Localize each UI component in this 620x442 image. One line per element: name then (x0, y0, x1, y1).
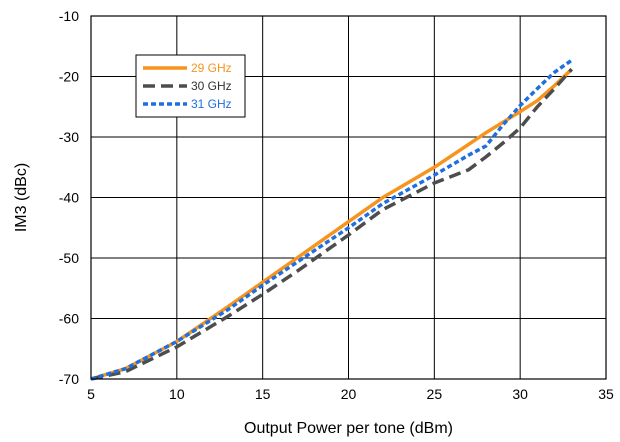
y-tick-label: -10 (59, 8, 79, 24)
x-tick-label: 25 (427, 386, 443, 402)
y-tick-label: -20 (59, 69, 79, 85)
legend-box (135, 54, 246, 118)
series-line-30-ghz (90, 68, 574, 381)
x-axis-label: Output Power per tone (dBm) (244, 420, 453, 437)
x-tick-label: 15 (255, 386, 271, 402)
y-tick-label: -60 (59, 311, 79, 327)
legend: 29 GHz 30 GHz 31 GHz (135, 54, 246, 118)
legend-label: 31 GHz (191, 97, 232, 111)
x-tick-label: 5 (87, 386, 95, 402)
plot-frame (90, 15, 607, 380)
y-tick-labels: -10 -20 -30 -40 -50 -60 -70 (59, 8, 79, 387)
y-axis-label: IM3 (dBc) (13, 163, 30, 232)
x-tick-labels: 5 10 15 20 25 30 35 (87, 386, 614, 402)
x-tick-label: 35 (598, 386, 614, 402)
y-tick-label: -70 (59, 371, 79, 387)
y-tick-label: -50 (59, 250, 79, 266)
series-line-31-ghz (90, 58, 573, 381)
x-tick-label: 10 (169, 386, 185, 402)
legend-label: 29 GHz (191, 61, 232, 75)
x-tick-label: 30 (512, 386, 528, 402)
x-tick-label: 20 (341, 386, 357, 402)
y-tick-label: -40 (59, 190, 79, 206)
series-layer (90, 58, 574, 381)
legend-label: 30 GHz (191, 79, 232, 93)
y-tick-label: -30 (59, 129, 79, 145)
